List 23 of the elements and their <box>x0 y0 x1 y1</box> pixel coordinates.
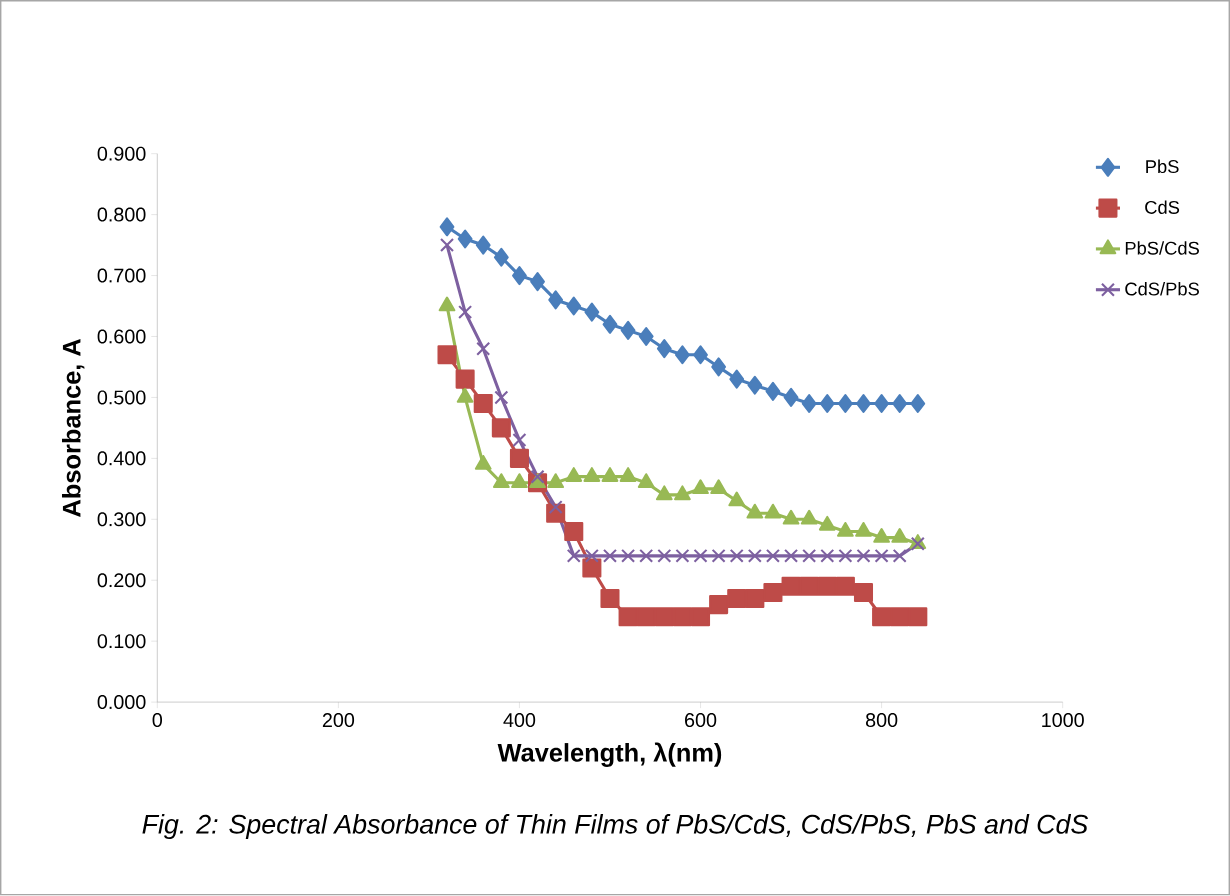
x-tick-label: 800 <box>865 713 898 728</box>
legend-label: CdS <box>1145 200 1180 215</box>
legend-label: PbS/CdS <box>1125 241 1199 255</box>
caption: Fig. 2: Spectral Absorbance of Thin Films of PbS/CdS, CdS/PbS, PbS and CdS <box>142 814 1089 840</box>
y-tick-label: 0.200 <box>97 573 146 588</box>
y-tick-label: 0.800 <box>97 207 146 222</box>
legend-label: PbS <box>1146 159 1179 174</box>
y-tick-label: 0.700 <box>97 268 146 283</box>
y-tick-label: 0.100 <box>97 634 146 649</box>
legend-label: CdS/PbS <box>1125 282 1199 296</box>
x-tick-label: 1000 <box>1042 713 1084 728</box>
y-tick-label: 0.600 <box>97 329 146 344</box>
y-tick-label: 0.900 <box>97 146 146 161</box>
x-tick-label: 400 <box>503 713 536 728</box>
x-tick-label: 200 <box>322 713 355 728</box>
x-tick-label: 600 <box>685 713 717 728</box>
y-axis-title: Absorbance, A <box>62 339 85 518</box>
y-tick-label: 0.400 <box>97 451 146 466</box>
y-tick-label: 0.000 <box>97 695 146 710</box>
y-tick-label: 0.300 <box>97 512 146 527</box>
x-axis-title: Wavelength, λ(nm) <box>497 742 722 768</box>
y-tick-label: 0.500 <box>97 390 146 405</box>
x-tick-label: 0 <box>152 713 163 728</box>
